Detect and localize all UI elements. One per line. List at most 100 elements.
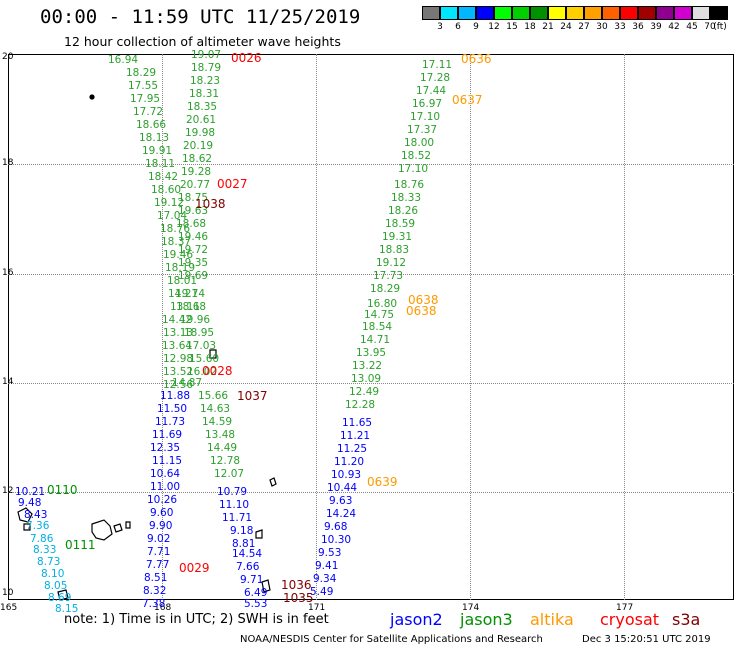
island-south-b: [261, 579, 271, 593]
wave-height-label: 12.56: [163, 379, 194, 391]
x-tick-label: 165: [0, 603, 18, 613]
wave-height-label: 11.88: [160, 390, 191, 402]
wave-height-label: 18.59: [385, 218, 416, 230]
wave-height-label: 17.44: [416, 85, 447, 97]
wave-height-label: 17.03: [186, 340, 217, 352]
wave-height-label: 18.13: [139, 132, 170, 144]
wave-height-label: 17.11: [422, 59, 453, 71]
wave-height-label: 10.21: [15, 486, 46, 498]
wave-height-label: 14.24: [326, 508, 357, 520]
colorbar-swatch: [602, 6, 620, 20]
wave-height-label: 18.79: [191, 62, 222, 74]
pass-time-label: 0028: [202, 364, 233, 378]
islands: [17, 94, 277, 601]
wave-height-label: 13.09: [351, 373, 382, 385]
colorbar-label: 36: [632, 22, 644, 32]
wave-height-label: 5.49: [310, 586, 334, 598]
wave-height-label: 18.37: [161, 236, 192, 248]
colorbar-swatch: [422, 6, 440, 20]
y-tick-label: 20: [2, 52, 14, 62]
wave-height-label: 13.52: [163, 366, 194, 378]
pass-time-label: 0111: [65, 538, 96, 552]
wave-height-label: 12.07: [214, 468, 245, 480]
wave-height-label: 11.69: [152, 429, 183, 441]
wave-height-label: 19.72: [178, 244, 209, 256]
colorbar-label: 24: [560, 22, 572, 32]
pass-time-label: 0027: [217, 177, 248, 191]
wave-height-label: 14.87: [172, 377, 203, 389]
satellite-legend-cryosat: cryosat: [600, 610, 660, 629]
colorbar-swatch: [692, 6, 710, 20]
wave-height-label: 19.31: [382, 231, 413, 243]
wave-height-label: 19.46: [178, 231, 209, 243]
wave-height-label: 19.63: [178, 205, 209, 217]
wave-height-label: 18.95: [184, 327, 215, 339]
wave-height-label: 19.12: [376, 257, 407, 269]
colorbar-label: 42: [668, 22, 680, 32]
colorbar-swatch: [566, 6, 584, 20]
wave-height-label: 18.11: [145, 158, 176, 170]
credit-text: NOAA/NESDIS Center for Satellite Applica…: [240, 634, 543, 645]
wave-height-label: 8.73: [37, 556, 61, 568]
wave-height-label: 5.53: [244, 598, 268, 610]
wave-height-label: 12.28: [345, 399, 376, 411]
wave-height-label: 18.62: [182, 153, 213, 165]
pass-time-label: 0029: [179, 561, 210, 575]
pass-time-label: 0637: [452, 93, 483, 107]
wave-height-label: 17.10: [410, 111, 441, 123]
island-small-b: [125, 521, 131, 529]
colorbar-label: 18: [524, 22, 536, 32]
wave-height-label: 18.54: [362, 321, 393, 333]
wave-height-label: 14.59: [202, 416, 233, 428]
island-east: [269, 477, 277, 487]
wave-height-label: 13.64: [162, 340, 193, 352]
wave-height-label: 19.35: [178, 257, 209, 269]
wave-height-label: 11.73: [155, 416, 186, 428]
colorbar-label: 39: [650, 22, 662, 32]
wave-height-label: 14.54: [232, 548, 263, 560]
satellite-legend-altika: altika: [530, 610, 574, 629]
colorbar-swatch: [638, 6, 656, 20]
wave-height-label: 11.50: [157, 403, 188, 415]
wave-height-label: 12.98: [163, 353, 194, 365]
wave-height-label: 19.74: [175, 288, 206, 300]
wave-height-label: 18.31: [189, 88, 220, 100]
grid-line-vertical: [316, 54, 317, 600]
wave-height-label: 14.49: [207, 442, 238, 454]
note-text: note: 1) Time is in UTC; 2) SWH is in fe…: [64, 612, 329, 627]
colorbar-swatch: [476, 6, 494, 20]
wave-height-label: 16.97: [412, 98, 443, 110]
wave-height-label: 20.77: [180, 179, 211, 191]
pass-time-label: 0636: [461, 52, 492, 66]
wave-height-label: 19.28: [181, 166, 212, 178]
wave-height-label: 9.41: [315, 560, 339, 572]
wave-height-label: 18.29: [370, 283, 401, 295]
pass-time-label: 0638: [406, 304, 437, 318]
wave-height-label: 19.98: [185, 127, 216, 139]
pass-time-label: 0110: [47, 483, 78, 497]
wave-height-label: 10.26: [147, 494, 178, 506]
wave-height-label: 12.49: [349, 386, 380, 398]
wave-height-label: 18.23: [190, 75, 221, 87]
grid-line-vertical: [162, 54, 163, 600]
wave-height-label: 18.00: [404, 137, 435, 149]
colorbar-swatch: [620, 6, 638, 20]
colorbar-label: 45: [686, 22, 698, 32]
wave-height-label: 7.66: [236, 561, 260, 573]
wave-height-label: 10.30: [321, 534, 352, 546]
wave-height-label: 12.78: [210, 455, 241, 467]
wave-height-label: 13.48: [205, 429, 236, 441]
x-tick-label: 168: [154, 603, 172, 613]
wave-height-label: 13.22: [352, 360, 383, 372]
pass-time-label: 0638: [408, 293, 439, 307]
wave-height-label: 19.91: [142, 145, 173, 157]
colorbar-swatch: [710, 6, 728, 20]
wave-height-label: 17.72: [133, 106, 164, 118]
pass-time-label: 1038: [195, 197, 226, 211]
colorbar-swatch: [674, 6, 692, 20]
map-title: 00:00 - 11:59 UTC 11/25/2019: [40, 6, 361, 28]
wave-height-label: 9.60: [150, 507, 174, 519]
wave-height-label: 11.25: [337, 443, 368, 455]
